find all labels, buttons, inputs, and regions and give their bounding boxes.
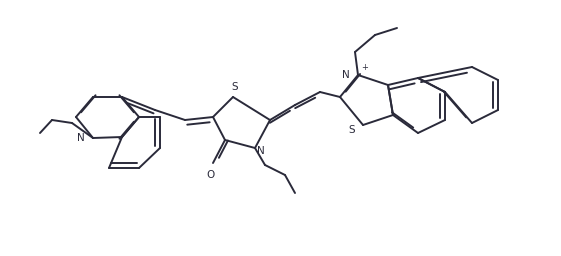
Text: N: N: [257, 146, 265, 156]
Text: N: N: [77, 133, 85, 143]
Text: S: S: [232, 82, 238, 92]
Text: N: N: [342, 70, 350, 80]
Text: S: S: [348, 125, 355, 135]
Text: +: +: [361, 62, 368, 71]
Text: O: O: [207, 170, 215, 180]
